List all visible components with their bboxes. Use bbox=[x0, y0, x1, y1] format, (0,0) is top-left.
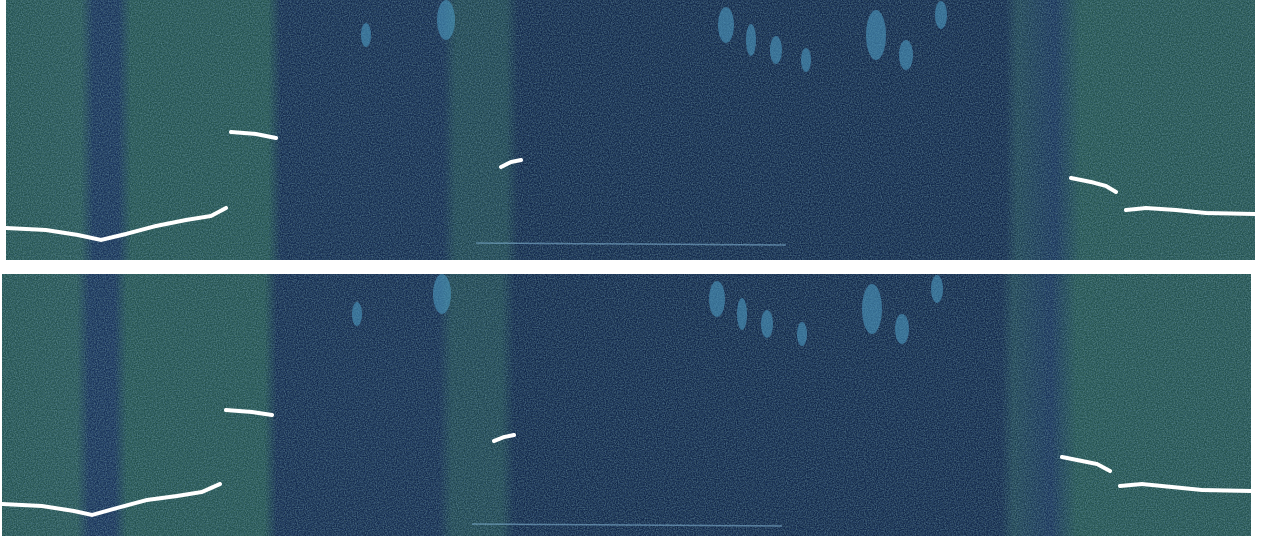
lower-echogram-panel bbox=[2, 274, 1251, 536]
lower-echogram-image bbox=[2, 274, 1251, 536]
seabed-line bbox=[2, 408, 1251, 518]
upper-echogram-panel bbox=[6, 0, 1255, 260]
upper-echogram-image bbox=[6, 0, 1255, 260]
plume-echoes bbox=[361, 0, 947, 72]
seabed-line bbox=[6, 130, 1255, 243]
plume-echoes bbox=[352, 274, 943, 346]
